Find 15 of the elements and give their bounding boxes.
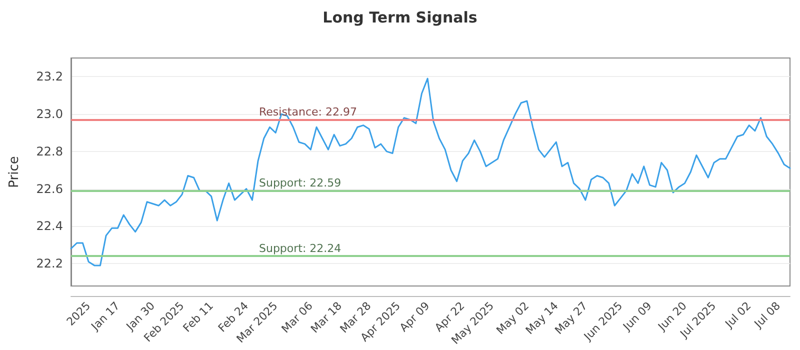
y-tick-label: 22.6 [36, 182, 63, 196]
x-tick-label: Jul 08 [751, 299, 783, 332]
y-axis-title: Price [7, 156, 22, 188]
ref-line-label: Support: 22.59 [259, 176, 342, 190]
ref-line-label: Resistance: 22.97 [259, 106, 357, 119]
line-series [70, 78, 791, 266]
y-tick-label: 23.2 [36, 70, 63, 84]
x-tick-label: Jan 17 [88, 299, 122, 334]
x-tick-label: Jul 02 [722, 299, 754, 332]
y-tick-label: 22.8 [36, 144, 63, 158]
ref-line-label: Support: 22.24 [259, 242, 342, 256]
chart-title: Long Term Signals [322, 8, 478, 26]
y-tick-label: 23.0 [36, 107, 63, 122]
y-tick-label: 22.2 [36, 256, 63, 271]
y-tick-label: 22.4 [36, 219, 63, 234]
